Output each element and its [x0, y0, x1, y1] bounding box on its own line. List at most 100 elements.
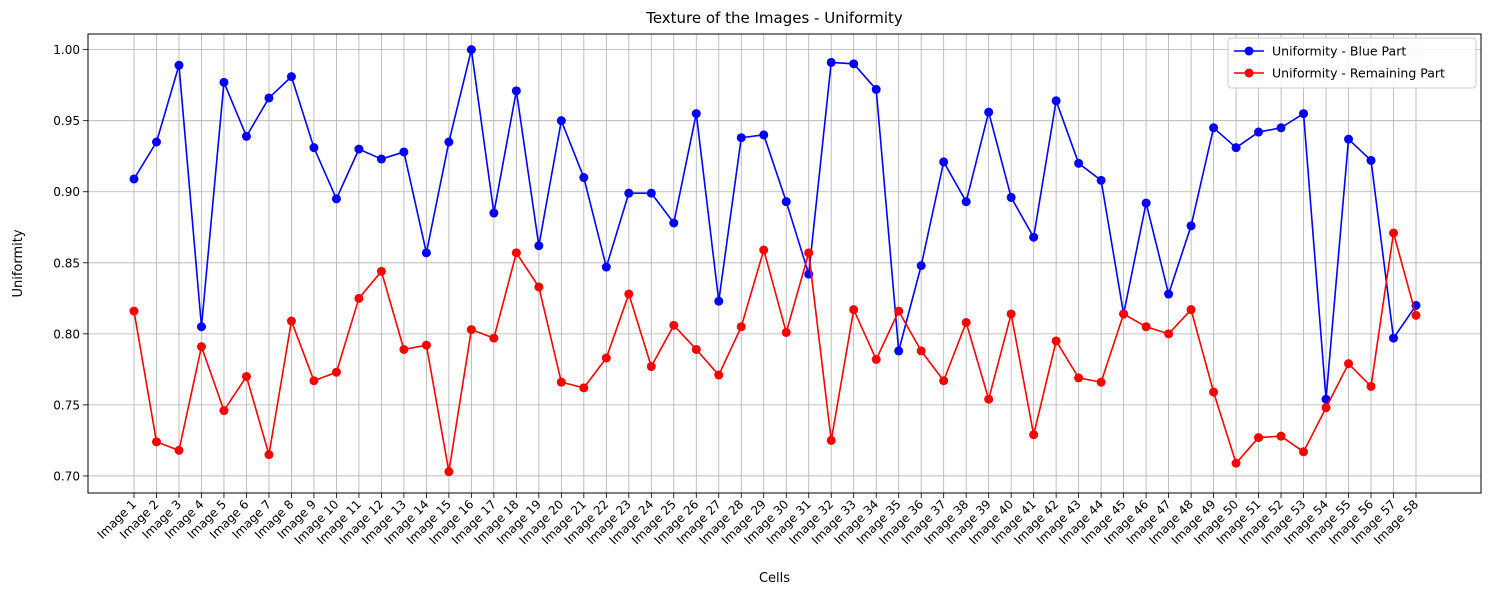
legend-box [1227, 37, 1477, 89]
data-point [916, 346, 926, 356]
data-point [1321, 394, 1331, 404]
data-point [151, 437, 161, 447]
data-point [714, 370, 724, 380]
data-point [601, 353, 611, 363]
data-point [826, 435, 836, 445]
data-point [309, 143, 319, 153]
legend-label-blue: Uniformity - Blue Part [1272, 44, 1406, 59]
data-point [984, 394, 994, 404]
data-point [714, 296, 724, 306]
data-point [1029, 430, 1039, 440]
data-point [196, 342, 206, 352]
data-point [1074, 158, 1084, 168]
data-point [1299, 109, 1309, 119]
data-point [1051, 336, 1061, 346]
series-layer [129, 45, 1421, 477]
y-axis-label: Uniformity [11, 229, 26, 297]
data-point [1344, 134, 1354, 144]
data-point [466, 45, 476, 55]
data-point [489, 333, 499, 343]
data-point [1051, 96, 1061, 106]
data-point [871, 354, 881, 364]
data-point [1321, 403, 1331, 413]
data-point [556, 116, 566, 126]
data-point [511, 248, 521, 258]
data-point [264, 450, 274, 460]
data-point [129, 306, 139, 316]
data-point [151, 137, 161, 147]
grid [88, 34, 1481, 493]
data-point [894, 346, 904, 356]
data-point [1231, 143, 1241, 153]
data-point [624, 289, 634, 299]
data-point [219, 77, 229, 87]
y-tick-label: 1.00 [53, 43, 80, 57]
data-point [1141, 322, 1151, 332]
data-point [849, 59, 859, 69]
data-point [894, 306, 904, 316]
data-point [1299, 447, 1309, 457]
series-blue-part [129, 45, 1421, 404]
data-point [399, 147, 409, 157]
data-point [421, 340, 431, 350]
data-point [331, 194, 341, 204]
data-point [241, 131, 251, 141]
legend-entry-red: Uniformity - Remaining Part [1234, 66, 1445, 81]
data-point [556, 377, 566, 387]
data-point [1389, 333, 1399, 343]
data-point [331, 367, 341, 377]
data-point [376, 266, 386, 276]
data-point [1186, 221, 1196, 231]
data-point [219, 406, 229, 416]
data-point [1344, 359, 1354, 369]
legend-label-red: Uniformity - Remaining Part [1272, 66, 1445, 81]
data-point [961, 197, 971, 207]
data-point [399, 344, 409, 354]
data-point [309, 376, 319, 386]
y-tick-label: 0.85 [53, 256, 80, 270]
data-point [1006, 192, 1016, 202]
series-line [133, 48, 1417, 401]
data-point [1411, 310, 1421, 320]
data-point [1006, 309, 1016, 319]
data-point [1209, 123, 1219, 133]
data-point [736, 322, 746, 332]
data-point [354, 293, 364, 303]
data-point [916, 261, 926, 271]
data-point [871, 84, 881, 94]
data-point [376, 154, 386, 164]
y-tick-label: 0.90 [53, 185, 80, 199]
data-point [534, 241, 544, 251]
data-point [264, 93, 274, 103]
data-point [1029, 232, 1039, 242]
y-tick-label: 0.75 [53, 398, 80, 412]
data-point [286, 72, 296, 82]
data-point [691, 344, 701, 354]
data-point [804, 248, 814, 258]
data-point [444, 467, 454, 477]
data-point [489, 208, 499, 218]
legend-entry-blue: Uniformity - Blue Part [1234, 44, 1406, 59]
data-point [466, 325, 476, 335]
data-point [579, 383, 589, 393]
data-point [421, 248, 431, 258]
data-point [939, 157, 949, 167]
data-point [781, 327, 791, 337]
data-point [1254, 433, 1264, 443]
data-point [646, 362, 656, 372]
data-point [196, 322, 206, 332]
y-tick-label: 0.80 [53, 327, 80, 341]
data-point [826, 57, 836, 67]
data-point [286, 316, 296, 326]
data-point [781, 197, 791, 207]
data-point [691, 109, 701, 119]
data-point [579, 173, 589, 183]
data-point [759, 130, 769, 140]
data-point [1096, 377, 1106, 387]
data-point [534, 282, 544, 292]
data-point [646, 188, 656, 198]
data-point [174, 445, 184, 455]
data-point [669, 320, 679, 330]
y-tick-label: 0.95 [53, 114, 80, 128]
data-point [939, 376, 949, 386]
